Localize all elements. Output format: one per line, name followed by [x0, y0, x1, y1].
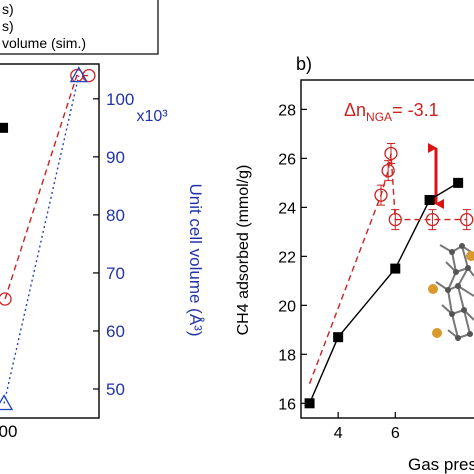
- panel-b-series-lines: [308, 153, 467, 404]
- panel-a-series-3-point: [0, 394, 14, 411]
- legend-entry-2: s): [2, 18, 14, 34]
- panel-b-label: b): [296, 54, 312, 74]
- panel-b-y-axis-label: CH4 adsorbed (mmol/g): [235, 165, 252, 336]
- panel-b-series-1-point: [453, 177, 464, 188]
- panel-a-right-axis-multiplier: x10³: [136, 108, 168, 125]
- panel-a-frame: [0, 63, 100, 419]
- panel-b-y-tick-label: 22: [278, 249, 296, 266]
- panel-b-y-tick-label: 18: [278, 347, 296, 364]
- panel-b-annotation: ΔnNGA= -3.1: [344, 100, 439, 124]
- panel-a: 50 60 70 80 90 100 x10³ Unit cell volume (Å³)…: [0, 0, 205, 441]
- annotation-delta-n: Δn: [344, 100, 366, 120]
- panel-b-y-tick-label: 26: [278, 151, 296, 168]
- panel-a-right-tick-label: 80: [106, 206, 125, 225]
- panel-b-y-tick-label: 28: [278, 102, 296, 119]
- panel-b-series-1-point: [424, 195, 435, 206]
- panel-b-data-marks: [304, 142, 474, 409]
- panel-a-x-tick-label: 00: [0, 422, 17, 441]
- legend-entry-3: volume (sim.): [2, 35, 86, 51]
- panel-a-series-lines: [3, 74, 89, 404]
- panel-a-right-tick-label: 60: [106, 322, 125, 341]
- panel-a-series-1-point: [0, 122, 9, 133]
- panel-a-right-tick-label: 90: [106, 148, 125, 167]
- panel-b-x-axis-label: Gas press: [408, 455, 474, 474]
- panel-b-series-1-point: [333, 332, 344, 343]
- annotation-value: = -3.1: [392, 100, 439, 120]
- panel-a-right-tick-label: 50: [106, 380, 125, 399]
- panel-b-y-axis-ticks: 16 18 20 22 24 26 28: [278, 102, 307, 413]
- panel-a-data-marks: [0, 66, 96, 411]
- panel-b-y-tick-label: 16: [278, 396, 296, 413]
- panel-a-series-2-line: [4, 74, 89, 300]
- panel-b-series-1-point: [390, 263, 401, 274]
- panel-b-x-tick-label: 6: [391, 425, 400, 442]
- panel-a-right-axis-label: Unit cell volume (Å³): [186, 183, 205, 336]
- panel-b-series-1-point: [304, 398, 315, 409]
- panel-b-y-tick-label: 20: [278, 298, 296, 315]
- annotation-subscript: NGA: [366, 110, 392, 124]
- panel-a-right-tick-label: 70: [106, 264, 125, 283]
- panel-a-right-tick-label: 100: [106, 90, 134, 109]
- panel-b-y-tick-label: 24: [278, 200, 296, 217]
- molecular-structure-inset: [428, 243, 474, 341]
- panel-a-series-2-point: [0, 292, 12, 306]
- panel-a-legend: [0, 0, 159, 55]
- panel-a-series-3-line: [3, 75, 80, 404]
- panel-a-series-3-point: [69, 66, 88, 83]
- panel-a-right-axis-ticks: 50 60 70 80 90 100: [93, 90, 134, 399]
- panel-b-x-tick-label: 4: [334, 425, 343, 442]
- panel-b-frame: [300, 79, 474, 419]
- legend-entry-1: s): [2, 1, 14, 17]
